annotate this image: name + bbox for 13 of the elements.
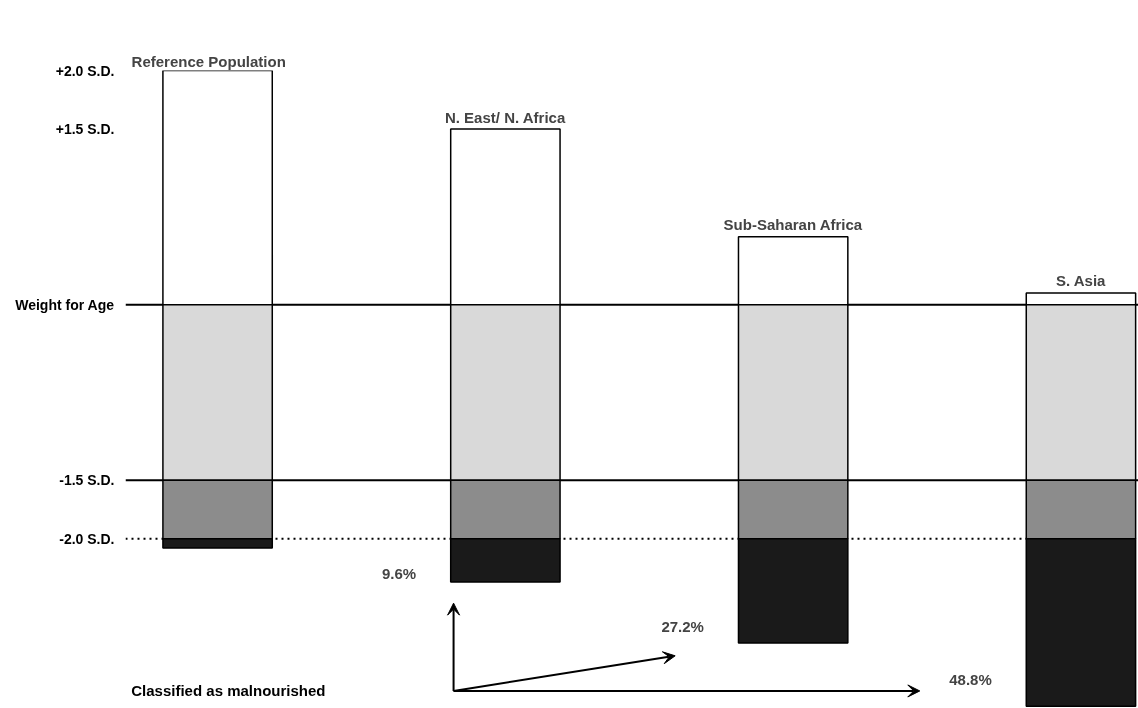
y-tick-label: Weight for Age	[15, 296, 115, 313]
y-tick-label: +1.5 S.D.	[55, 121, 115, 138]
annotation: 27.2%	[661, 618, 704, 636]
x-tick-label: S. Asia	[1055, 272, 1107, 290]
y-tick-label: +2.0 S.D.	[55, 62, 115, 79]
y-tick-label: -1.5 S.D.	[59, 472, 115, 489]
annotation: 48.8%	[949, 670, 992, 688]
x-tick-label: N. East/ N. Africa	[444, 108, 566, 126]
x-tick-label: Reference Population	[131, 52, 286, 70]
y-tick-label: -2.0 S.D.	[59, 530, 115, 547]
x-tick-label: Sub-Saharan Africa	[723, 216, 863, 234]
annotation: 9.6%	[381, 565, 417, 583]
annotation: Classified as malnourished	[131, 682, 326, 700]
